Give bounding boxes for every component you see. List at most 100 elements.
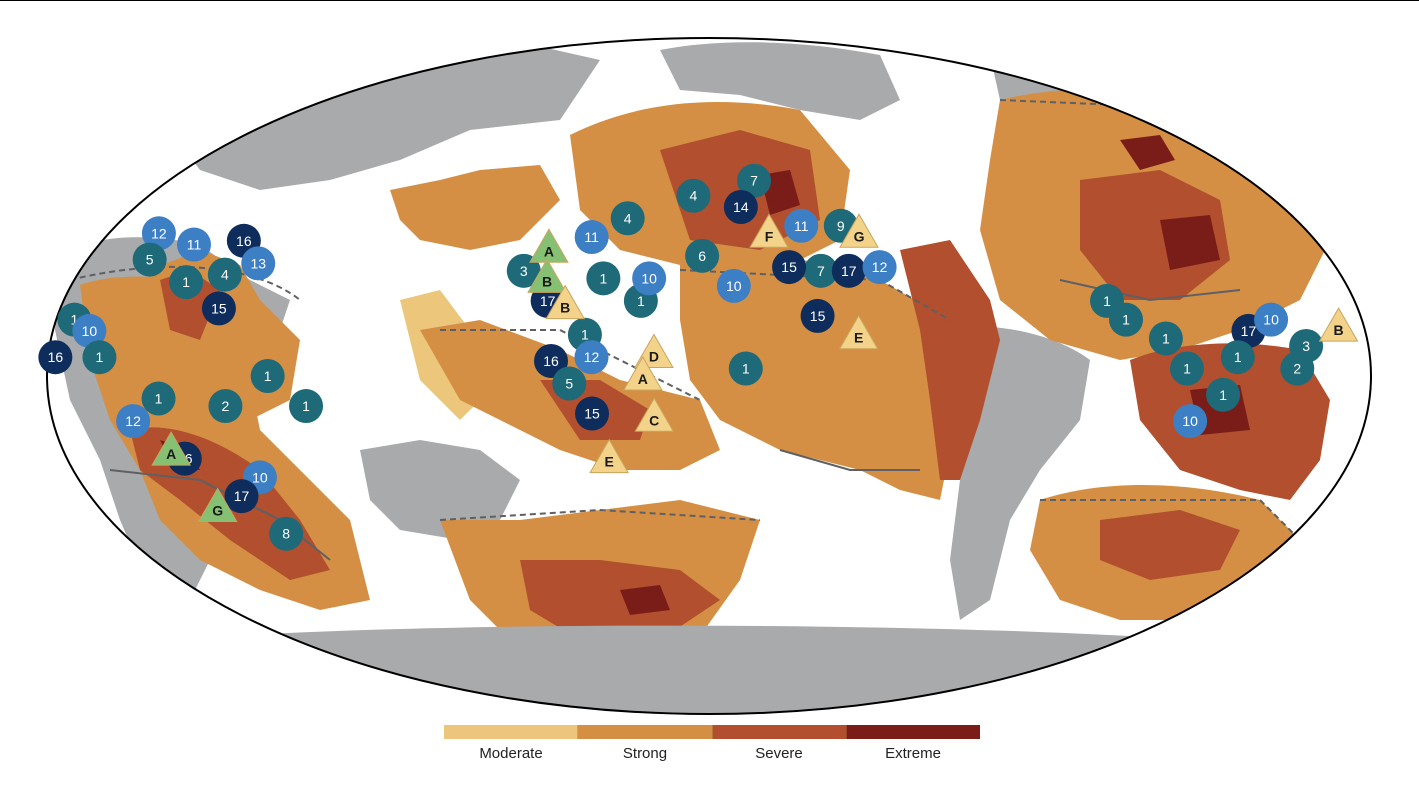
circle-marker-label: 15 xyxy=(781,259,797,275)
circle-marker: 4 xyxy=(676,178,711,213)
circle-marker-label: 17 xyxy=(540,293,556,309)
triangle-marker-label: B xyxy=(542,273,552,289)
drought-southern-africa-severe xyxy=(1100,510,1240,580)
circle-marker: 1 xyxy=(141,381,176,416)
legend-swatch-severe xyxy=(712,725,847,739)
triangle-marker: G xyxy=(839,213,879,248)
circle-marker-label: 11 xyxy=(187,237,202,253)
circle-marker: 1 xyxy=(250,359,285,393)
circle-marker-label: 2 xyxy=(222,398,230,414)
land-antarctica xyxy=(170,625,1260,714)
drought-eurasia-extreme xyxy=(1120,135,1175,170)
circle-marker: 10 xyxy=(1254,302,1289,337)
triangle-marker-shape xyxy=(838,314,879,350)
circle-marker: 2 xyxy=(208,389,243,424)
triangle-marker-shape xyxy=(622,355,663,391)
circle-marker-label: 8 xyxy=(282,526,290,542)
circle-marker-label: 10 xyxy=(252,469,268,485)
circle-marker-label: 16 xyxy=(543,353,559,369)
circle-marker: 15 xyxy=(575,396,610,431)
circle-marker-dot xyxy=(141,216,176,251)
circle-marker-dot xyxy=(772,250,807,285)
land-australia xyxy=(360,440,520,540)
drought-eurasia-extreme-2 xyxy=(1160,215,1220,270)
triangle-marker-label: C xyxy=(649,412,659,428)
circle-marker-dot xyxy=(831,253,866,288)
triangle-marker-label: D xyxy=(649,348,659,364)
globe-outline xyxy=(46,37,1372,715)
circle-marker-label: 14 xyxy=(733,199,749,215)
circle-marker-label: 17 xyxy=(1241,323,1257,339)
circle-marker-label: 3 xyxy=(520,263,528,279)
drought-east-asia xyxy=(390,165,560,250)
circle-marker: 3 xyxy=(1289,328,1324,363)
triangle-marker-shape xyxy=(545,284,586,320)
circle-marker-label: 10 xyxy=(82,323,98,339)
circle-marker: 4 xyxy=(207,257,242,292)
legend-label-severe: Severe xyxy=(755,745,803,762)
circle-marker-dot xyxy=(586,261,621,296)
drought-eurasia-severe xyxy=(1080,170,1230,300)
circle-marker-label: 1 xyxy=(742,360,750,376)
region-boundary xyxy=(69,265,301,301)
triangle-marker-shape xyxy=(839,213,879,248)
circle-marker-dot xyxy=(1254,302,1289,337)
legend-swatch-moderate xyxy=(444,725,579,739)
circle-marker-dot xyxy=(685,238,720,273)
circle-marker-dot xyxy=(1169,351,1204,386)
circle-marker-label: 1 xyxy=(182,274,190,290)
circle-marker: 6 xyxy=(685,238,720,273)
triangle-marker-shape xyxy=(197,487,238,522)
circle-marker-dot xyxy=(676,178,711,213)
triangle-marker: F xyxy=(749,213,789,248)
circle-marker-label: 6 xyxy=(698,248,706,264)
circle-marker: 12 xyxy=(141,216,176,251)
circle-marker-label: 15 xyxy=(584,406,600,422)
circle-marker-dot xyxy=(737,163,772,198)
triangle-marker: B xyxy=(1318,307,1359,342)
circle-marker: 4 xyxy=(610,201,645,236)
circle-marker-label: 10 xyxy=(726,278,742,294)
triangle-marker: C xyxy=(634,397,675,432)
triangle-marker: B xyxy=(527,258,567,293)
triangle-marker-shape xyxy=(151,431,191,466)
circle-marker-dot xyxy=(241,246,276,281)
circle-marker-dot xyxy=(1220,340,1255,375)
circle-marker: 14 xyxy=(723,190,758,224)
legend-label-extreme: Extreme xyxy=(885,745,941,762)
circle-marker-label: 2 xyxy=(1293,360,1301,376)
circle-marker-dot xyxy=(1109,302,1144,337)
circle-marker-label: 17 xyxy=(841,263,857,279)
circle-marker: 7 xyxy=(803,253,838,288)
circle-marker: 5 xyxy=(552,366,587,401)
circle-marker: 1 xyxy=(1109,302,1144,337)
circle-marker-dot xyxy=(201,291,236,326)
circle-marker-dot xyxy=(800,298,835,333)
circle-marker-label: 16 xyxy=(48,349,64,365)
circle-marker-label: 1 xyxy=(70,312,78,328)
circle-marker: 1 xyxy=(1206,377,1241,412)
region-boundary-inner xyxy=(1059,279,1241,302)
circle-marker-label: 1 xyxy=(1219,387,1227,403)
circle-marker-label: 12 xyxy=(584,349,600,365)
circle-marker-label: 1 xyxy=(637,293,645,309)
circle-marker-dot xyxy=(803,253,838,288)
circle-marker-label: 1 xyxy=(1234,349,1242,365)
circle-marker-label: 1 xyxy=(264,368,272,384)
circle-marker-dot xyxy=(723,190,758,224)
triangle-marker-label: B xyxy=(560,300,570,316)
circle-marker-dot xyxy=(207,257,242,292)
triangle-marker: B xyxy=(545,284,586,320)
triangle-marker-shape xyxy=(589,438,630,474)
circle-marker-dot xyxy=(784,208,819,243)
triangle-marker-label: A xyxy=(544,243,554,259)
drought-south-pacific-severe xyxy=(520,560,720,640)
circle-marker-label: 15 xyxy=(211,300,227,316)
triangle-marker-label: A xyxy=(638,371,648,387)
legend-label-strong: Strong xyxy=(622,745,668,762)
triangle-marker: E xyxy=(838,314,879,350)
circle-marker-dot xyxy=(716,268,751,303)
circle-marker-dot xyxy=(610,201,645,236)
